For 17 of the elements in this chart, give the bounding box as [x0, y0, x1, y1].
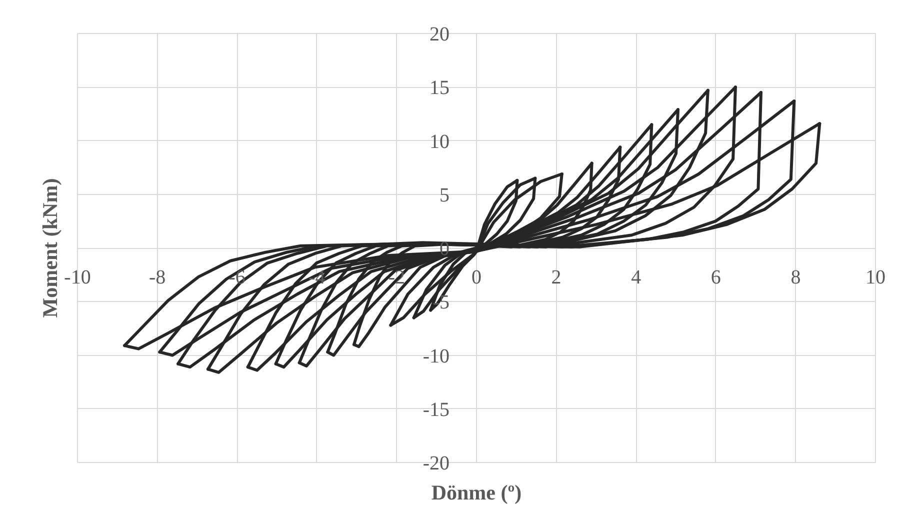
y-tick-label: 5: [440, 184, 450, 206]
y-tick-label: -10: [422, 345, 450, 368]
x-tick-label: 8: [790, 266, 801, 288]
x-tick-label: -8: [148, 266, 166, 288]
x-tick-label: 0: [472, 266, 482, 288]
y-tick-label: 20: [430, 24, 450, 46]
x-tick-label: 4: [631, 266, 642, 288]
x-tick-label: 10: [866, 266, 886, 288]
y-tick-label: 10: [430, 130, 450, 153]
y-tick-label: -20: [422, 452, 450, 474]
x-tick-label: 2: [551, 266, 562, 288]
x-tick-label: -10: [64, 266, 91, 288]
y-tick-label: -15: [422, 398, 450, 421]
x-axis-title: Dönme (º): [431, 480, 522, 504]
y-axis-title: Moment (kNm): [38, 178, 62, 318]
y-tick-label: 15: [430, 77, 450, 100]
x-tick-label: 6: [710, 266, 721, 288]
